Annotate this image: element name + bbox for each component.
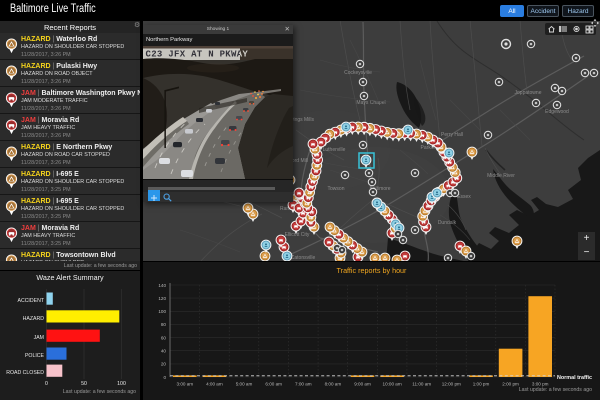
svg-text:10:00 am: 10:00 am xyxy=(383,382,402,387)
svg-text:20: 20 xyxy=(161,362,167,367)
svg-text:POLICE: POLICE xyxy=(25,353,45,359)
svg-text:0: 0 xyxy=(163,375,166,380)
svg-text:5:00 am: 5:00 am xyxy=(236,382,253,387)
svg-text:Edgewood: Edgewood xyxy=(545,109,569,115)
svg-text:120: 120 xyxy=(158,296,166,301)
svg-text:C23 JFX AT N PKWAY: C23 JFX AT N PKWAY xyxy=(146,50,249,60)
svg-text:JAM: JAM xyxy=(34,335,44,341)
svg-text:Essex: Essex xyxy=(457,194,471,200)
svg-text:ACCIDENT: ACCIDENT xyxy=(17,298,44,304)
svg-text:12:00 pm: 12:00 pm xyxy=(442,382,461,387)
svg-text:Owings Mills: Owings Mills xyxy=(286,117,315,123)
svg-text:Middle River: Middle River xyxy=(487,173,515,179)
svg-text:Mays Chapel: Mays Chapel xyxy=(356,100,385,106)
svg-text:Dundalk: Dundalk xyxy=(438,220,457,226)
svg-text:9:00 am: 9:00 am xyxy=(354,382,371,387)
svg-text:HAZARD: HAZARD xyxy=(23,316,45,322)
svg-text:80: 80 xyxy=(161,322,167,327)
svg-text:1:00 pm: 1:00 pm xyxy=(473,382,490,387)
svg-text:Ellicott City: Ellicott City xyxy=(285,232,310,238)
svg-text:8:00 am: 8:00 am xyxy=(325,382,342,387)
svg-text:11:00 am: 11:00 am xyxy=(412,382,431,387)
svg-text:Lutherville: Lutherville xyxy=(323,147,346,153)
svg-text:100: 100 xyxy=(117,381,126,387)
svg-text:7:00 am: 7:00 am xyxy=(295,382,312,387)
svg-text:140: 140 xyxy=(158,283,166,288)
svg-text:40: 40 xyxy=(161,349,167,354)
svg-text:50: 50 xyxy=(81,381,87,387)
svg-text:Perry Hall: Perry Hall xyxy=(441,132,463,138)
svg-text:Normal traffic: Normal traffic xyxy=(557,375,592,381)
svg-text:Catonsville: Catonsville xyxy=(291,255,316,261)
svg-text:Cockeysville: Cockeysville xyxy=(344,70,372,76)
svg-text:60: 60 xyxy=(161,335,167,340)
svg-text:Parkville: Parkville xyxy=(421,145,440,151)
svg-text:4:00 am: 4:00 am xyxy=(206,382,223,387)
svg-text:C23 JFX AT N PKWAY: C23 JFX AT N PKWAY xyxy=(146,50,249,60)
svg-text:3:00 am: 3:00 am xyxy=(176,382,193,387)
svg-text:2:00 pm: 2:00 pm xyxy=(502,382,519,387)
svg-text:0: 0 xyxy=(45,381,48,387)
svg-text:Milford Mill: Milford Mill xyxy=(284,158,308,164)
svg-text:Joppatowne: Joppatowne xyxy=(515,90,542,96)
svg-text:Baltimore: Baltimore xyxy=(369,186,390,192)
svg-text:3:00 pm: 3:00 pm xyxy=(532,382,549,387)
svg-text:ROAD CLOSED: ROAD CLOSED xyxy=(6,370,44,376)
svg-text:100: 100 xyxy=(158,309,166,314)
svg-text:6:00 am: 6:00 am xyxy=(265,382,282,387)
svg-text:Towson: Towson xyxy=(328,186,345,192)
